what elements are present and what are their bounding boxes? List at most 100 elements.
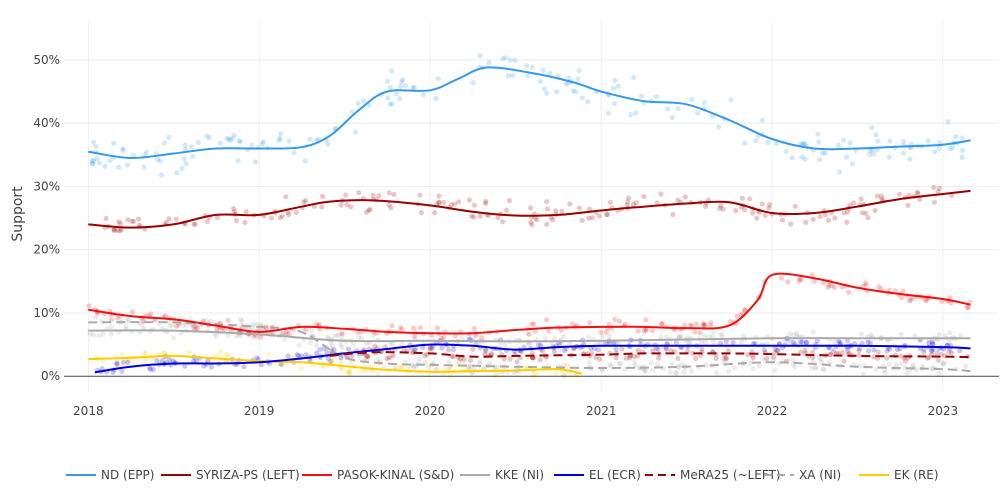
poll-dot: [386, 202, 392, 208]
poll-dot: [100, 331, 106, 337]
poll-dot: [826, 359, 833, 365]
poll-dot: [931, 184, 937, 191]
poll-dot: [325, 355, 331, 362]
poll-dot: [630, 201, 637, 208]
poll-dot: [190, 153, 196, 159]
poll-dot: [286, 331, 293, 337]
poll-dot: [873, 132, 879, 138]
poll-dot: [139, 318, 145, 324]
legend-item[interactable]: PASOK-KINAL (S&D): [302, 468, 454, 482]
poll-dot: [862, 280, 869, 286]
poll-dot: [674, 370, 680, 377]
poll-dot: [838, 340, 844, 346]
poll-dot: [633, 110, 639, 116]
poll-dot: [779, 217, 786, 223]
poll-dot: [719, 333, 725, 339]
poll-dot: [816, 139, 822, 145]
poll-dot: [525, 73, 531, 79]
poll-dot: [761, 357, 768, 364]
poll-dot: [817, 157, 823, 163]
poll-dot: [166, 216, 172, 222]
poll-dot: [397, 96, 403, 102]
poll-dot: [878, 286, 885, 292]
poll-dot: [324, 349, 330, 355]
poll-dot: [847, 140, 853, 146]
legend-item[interactable]: EL (ECR): [554, 468, 641, 482]
poll-dot: [427, 344, 434, 351]
legend-item[interactable]: ND (EPP): [66, 468, 154, 482]
legend-item[interactable]: SYRIZA-PS (LEFT): [161, 468, 300, 482]
poll-dot: [825, 284, 831, 290]
poll-dot: [785, 279, 791, 285]
poll-dot: [298, 365, 304, 371]
poll-dot: [667, 369, 673, 375]
poll-dot: [363, 368, 369, 374]
poll-dot: [553, 208, 559, 214]
poll-dot: [619, 346, 625, 352]
legend-item[interactable]: KKE (NI): [460, 468, 544, 482]
poll-dot: [307, 136, 313, 142]
poll-dot: [436, 193, 442, 199]
poll-dot: [859, 340, 865, 346]
poll-dot: [869, 125, 875, 131]
poll-dot: [830, 348, 837, 354]
poll-dot: [836, 338, 842, 344]
poll-dot: [471, 214, 477, 220]
poll-dot: [716, 124, 722, 130]
poll-dot: [859, 210, 865, 216]
poll-dot: [570, 88, 576, 94]
poll-dot: [120, 146, 126, 152]
poll-dot: [791, 332, 797, 338]
poll-dot: [433, 95, 439, 101]
poll-dot: [190, 324, 196, 330]
poll-dot: [328, 340, 334, 346]
poll-dot: [598, 329, 604, 336]
trend-line: [88, 66, 971, 160]
poll-dot: [477, 213, 483, 219]
poll-dot: [627, 355, 633, 361]
poll-dot: [467, 357, 474, 363]
poll-dot: [235, 158, 241, 164]
poll-dot: [625, 199, 631, 205]
legend[interactable]: ND (EPP) SYRIZA-PS (LEFT) PASOK-KINAL (S&D…: [66, 468, 939, 482]
poll-dot: [798, 349, 804, 355]
trend-line: [94, 343, 971, 374]
poll-dot: [887, 346, 893, 352]
legend-item[interactable]: EK (RE): [859, 468, 939, 482]
poll-dot: [479, 335, 485, 341]
poll-dot: [708, 320, 714, 326]
poll-dot: [278, 131, 284, 137]
poll-dot: [90, 139, 97, 145]
poll-dot: [655, 355, 662, 361]
poll-dot: [728, 97, 734, 103]
poll-dot: [544, 221, 550, 227]
poll-dot: [350, 340, 357, 346]
poll-dot: [214, 214, 220, 221]
poll-dot: [841, 210, 847, 216]
poll-dot: [844, 347, 851, 353]
poll-dot: [157, 359, 163, 365]
poll-dot: [835, 142, 842, 148]
poll-dot: [810, 349, 816, 355]
poll-dot: [114, 360, 120, 366]
poll-dot: [541, 86, 548, 92]
poll-dot: [572, 88, 579, 95]
poll-dot: [839, 349, 845, 355]
poll-dot: [289, 353, 295, 359]
legend-item[interactable]: MeRA25 (~LEFT): [645, 468, 781, 482]
legend-item[interactable]: XA (NI): [764, 468, 841, 482]
poll-dot: [622, 321, 629, 327]
poll-dot: [125, 316, 131, 323]
poll-dot: [524, 63, 530, 69]
poll-dot: [260, 139, 266, 145]
poll-dot: [936, 185, 943, 191]
poll-dot: [803, 219, 809, 225]
poll-dot: [809, 365, 815, 371]
poll-dot: [162, 350, 168, 356]
poll-dot: [820, 150, 826, 156]
poll-dot: [411, 84, 417, 91]
poll-dot: [898, 353, 904, 359]
poll-dot: [570, 321, 576, 327]
poll-dot: [615, 83, 621, 89]
poll-dot: [593, 354, 599, 360]
